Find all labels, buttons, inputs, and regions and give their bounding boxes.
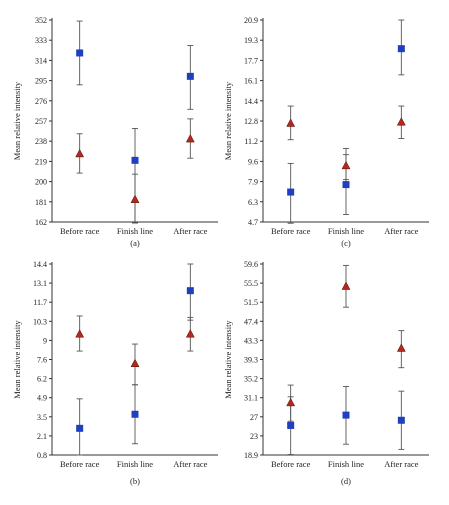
y-tick-label: 12.8 [244,117,258,126]
y-tick-label: 43.3 [244,336,258,345]
y-axis-label: Mean relative intensity [223,320,233,399]
x-tick-label: After race [173,459,207,469]
x-tick-label: Finish line [328,459,364,469]
chart-panel-d: 18.9 23 27 31.1 35.2 39.3 43.3 47.4 51.5 55.5 59.6… [223,260,429,486]
data-point-triangle [75,329,85,338]
x-tick-label: After race [384,459,418,469]
data-point-triangle [286,397,296,407]
y-tick-label: 9 [43,336,47,345]
x-tick-label: Before race [271,226,311,236]
y-axis-label: Mean relative intensity [12,320,22,399]
data-point-square [186,287,194,295]
panel-caption: (a) [130,238,140,248]
y-tick-label: 35.2 [244,375,258,384]
x-tick-label: Before race [60,459,100,469]
y-tick-label: 16.1 [244,77,258,86]
panel-caption: (d) [341,476,351,486]
data-point-triangle [130,358,140,367]
data-point-triangle [341,281,351,290]
data-point-square [186,72,194,80]
data-point-square [287,421,295,429]
y-tick-label: 314 [35,56,47,65]
y-tick-label: 51.5 [244,298,258,307]
data-point-square [342,181,350,189]
data-point-triangle [341,160,351,170]
y-tick-label: 219 [35,157,47,166]
panel-caption: (c) [341,238,351,248]
y-tick-label: 4.7 [248,218,258,227]
y-tick-label: 181 [35,198,47,207]
x-tick-label: After race [173,226,207,236]
data-point-square [397,416,405,424]
y-tick-label: 17.7 [244,56,258,65]
x-tick-label: After race [384,226,418,236]
y-tick-label: 257 [35,117,47,126]
data-point-triangle [286,118,296,127]
y-tick-label: 3.5 [37,413,47,422]
data-point-triangle [396,117,406,126]
y-tick-label: 2.1 [37,432,47,441]
data-point-triangle [185,134,195,143]
y-tick-label: 18.9 [244,451,258,460]
data-point-square [131,156,139,164]
data-point-square [397,45,405,53]
chart-panel-b: 0.8 2.1 3.5 4.9 6.2 7.6 9 10.3 11.7 13.1 14.4 Befor… [12,260,218,486]
y-tick-label: 0.8 [37,451,47,460]
data-point-square [76,424,84,432]
y-tick-label: 39.3 [244,356,258,365]
y-tick-label: 6.3 [248,198,258,207]
y-axis-label: Mean relative intensity [12,81,22,160]
y-tick-label: 27 [250,413,258,422]
y-tick-label: 276 [35,97,47,106]
y-tick-label: 10.3 [33,317,47,326]
y-tick-label: 333 [35,36,47,45]
data-point-triangle [396,343,406,352]
y-tick-label: 162 [35,218,47,227]
data-point-square [342,411,350,419]
y-tick-label: 14.4 [244,97,258,106]
y-tick-label: 295 [35,77,47,86]
y-tick-label: 23 [250,432,258,441]
data-point-triangle [130,194,140,203]
y-tick-label: 11.7 [33,298,47,307]
y-tick-label: 6.2 [37,375,47,384]
x-tick-label: Finish line [328,226,364,236]
y-tick-label: 47.4 [244,317,258,326]
x-tick-label: Finish line [117,226,153,236]
data-point-square [131,410,139,418]
data-point-triangle [75,148,85,158]
y-tick-label: 31.1 [244,394,258,403]
y-tick-label: 9.6 [248,157,258,166]
x-tick-label: Finish line [117,459,153,469]
data-point-square [76,49,84,57]
x-tick-label: Before race [271,459,311,469]
y-tick-label: 14.4 [33,260,47,269]
data-point-square [287,188,295,196]
chart-panel-a: 162 181 200 219 238 257 276 295 314 333 352 Before … [12,16,218,248]
y-tick-label: 19.3 [244,36,258,45]
y-tick-label: 59.6 [244,260,258,269]
y-tick-label: 4.9 [37,394,47,403]
y-tick-label: 13.1 [33,279,47,288]
y-tick-label: 200 [35,178,47,187]
y-tick-label: 11.2 [244,137,258,146]
y-tick-label: 238 [35,137,47,146]
chart-panel-c: 4.7 6.3 7.9 9.6 11.2 12.8 14.4 16.1 17.7 19.3 20.9… [223,16,429,248]
panel-caption: (b) [130,476,140,486]
y-tick-label: 20.9 [244,16,258,25]
y-tick-label: 352 [35,16,47,25]
data-point-triangle [185,329,195,338]
y-tick-label: 7.9 [248,178,258,187]
x-tick-label: Before race [60,226,100,236]
y-axis-label: Mean relative intensity [223,81,233,160]
y-tick-label: 55.5 [244,279,258,288]
y-tick-label: 7.6 [37,356,47,365]
